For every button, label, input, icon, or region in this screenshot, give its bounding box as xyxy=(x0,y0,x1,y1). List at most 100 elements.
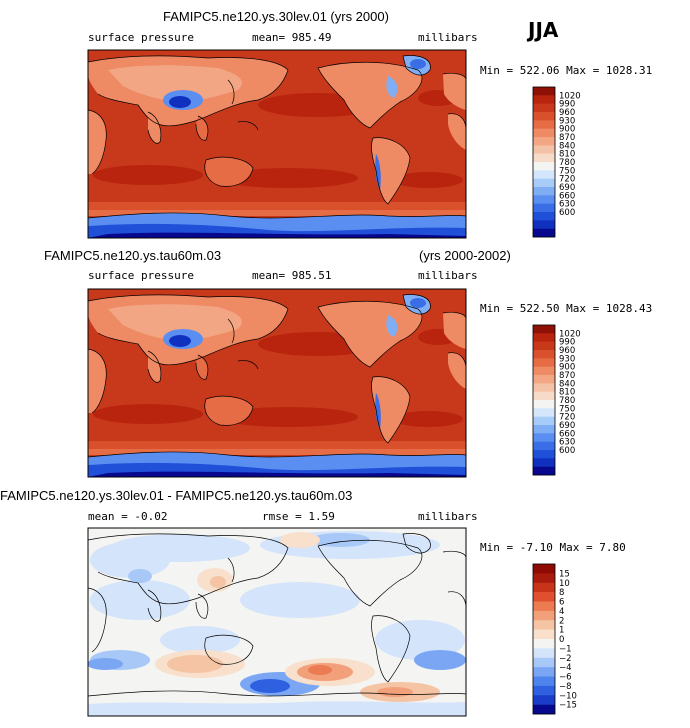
panel1-variable-label: surface pressure xyxy=(88,31,194,44)
panel1-mean-label: mean= 985.49 xyxy=(252,31,332,44)
panel1-colorbar-label: 990 xyxy=(559,100,575,110)
panel3-colorbar-label: 8 xyxy=(559,588,564,598)
panel1-colorbar-box xyxy=(533,145,555,154)
panel3-mean-label: mean = -0.02 xyxy=(88,510,168,523)
panel1-colorbar-label: 900 xyxy=(559,125,575,135)
panel3-colorbar-box xyxy=(533,582,555,593)
panel1-colorbar-label: 960 xyxy=(559,108,575,118)
panel3-colorbar-label: −6 xyxy=(559,673,572,683)
panel2-colorbar-box xyxy=(533,383,555,392)
panel3-colorbar-label: 10 xyxy=(559,579,570,589)
panel3-colorbar-label: 2 xyxy=(559,616,564,626)
panel2-colorbar-label: 990 xyxy=(559,338,575,348)
panel2-colorbar-label: 600 xyxy=(559,446,575,456)
panel1-colorbar-label: 810 xyxy=(559,150,575,160)
panel1-colorbar-label: 930 xyxy=(559,116,575,126)
panel3-stats: Min = -7.10 Max = 7.80 xyxy=(480,541,626,554)
panel2-colorbar-label: 750 xyxy=(559,404,575,414)
panel3-colorbar-box xyxy=(533,629,555,640)
panel2-colorbar-label: 660 xyxy=(559,429,575,439)
panel3-units-label: millibars xyxy=(418,510,478,523)
panel2-colorbar-label: 930 xyxy=(559,354,575,364)
panel1-colorbar-label: 840 xyxy=(559,141,575,151)
panel3-rmse-label: rmse = 1.59 xyxy=(262,510,335,523)
panel2-colorbar-box xyxy=(533,358,555,367)
panel1-colorbar-box xyxy=(533,212,555,221)
panel3-colorbar-label: −4 xyxy=(559,663,572,673)
panel2-colorbar-box xyxy=(533,366,555,376)
panel2-colorbar-label: 1020 xyxy=(559,329,581,339)
panel2-colorbar-box xyxy=(533,416,555,426)
panel2-colorbar-box xyxy=(533,350,555,359)
panel1-colorbar-box xyxy=(533,137,555,146)
panel2-colorbar-box xyxy=(533,375,555,384)
panel2-colorbar-box xyxy=(533,391,555,401)
panel2-colorbar-box xyxy=(533,425,555,434)
panel3-colorbar-box xyxy=(533,564,555,574)
panel2-map xyxy=(88,289,466,477)
season-label: JJA xyxy=(528,18,559,42)
panel2-colorbar-label: 630 xyxy=(559,438,575,448)
panel1-colorbar-label: 750 xyxy=(559,166,575,176)
panel2-stats: Min = 522.50 Max = 1028.43 xyxy=(480,302,653,315)
panel1-colorbar-label: 780 xyxy=(559,158,575,168)
panel2-colorbar-label: 870 xyxy=(559,371,575,381)
panel1-stats: Min = 522.06 Max = 1028.31 xyxy=(480,64,653,77)
panel1-colorbar-frame xyxy=(532,86,556,238)
panel2-colorbar-box xyxy=(533,450,555,459)
panel3-colorbar-label: −10 xyxy=(559,691,577,701)
panel3-colorbar-label: 1 xyxy=(559,626,564,636)
panel3-colorbar-box xyxy=(533,610,555,621)
panel1-colorbar-box xyxy=(533,95,555,104)
panel1-map xyxy=(88,50,466,238)
panel2-colorbar-box xyxy=(533,441,555,451)
panel3-map xyxy=(88,528,466,716)
panel2-colorbar-box xyxy=(533,408,555,417)
panel2-title: FAMIPC5.ne120.ys.tau60m.03 xyxy=(44,248,222,263)
panel3-title: FAMIPC5.ne120.ys.30lev.01 - FAMIPC5.ne12… xyxy=(0,488,353,503)
panel1-colorbar-label: 720 xyxy=(559,175,575,185)
panel2-colorbar-box xyxy=(533,325,555,334)
panel1-colorbar-box xyxy=(533,203,555,213)
panel2-colorbar-box xyxy=(533,433,555,442)
panel2-map-frame xyxy=(87,288,467,478)
panel1-colorbar-box xyxy=(533,103,555,113)
panel1-colorbar-label: 1020 xyxy=(559,91,581,101)
panel3-colorbar-box xyxy=(533,573,555,584)
panel2-colorbar-box xyxy=(533,341,555,351)
panel2-colorbar-label: 690 xyxy=(559,421,575,431)
panel1-colorbar-box xyxy=(533,153,555,163)
panel1-colorbar-label: 630 xyxy=(559,200,575,210)
panel3-colorbar-label: −15 xyxy=(559,701,577,711)
panel3-colorbar-box xyxy=(533,695,555,705)
panel1-colorbar-box xyxy=(533,228,555,238)
panel1-colorbar-box xyxy=(533,128,555,138)
panel1-colorbar-box xyxy=(533,187,555,196)
panel1-colorbar-label: 870 xyxy=(559,133,575,143)
panel3-colorbar-label: −1 xyxy=(559,644,572,654)
panel3-colorbar-label: −8 xyxy=(559,682,572,692)
panel1-colorbar-box xyxy=(533,120,555,129)
panel3-colorbar-box xyxy=(533,657,555,668)
panel3-colorbar-label: 6 xyxy=(559,598,564,608)
panel1-title: FAMIPC5.ne120.ys.30lev.01 (yrs 2000) xyxy=(163,9,389,24)
panel1-colorbar-box xyxy=(533,195,555,204)
panel3-colorbar-box xyxy=(533,592,555,602)
panel2-colorbar-box xyxy=(533,466,555,476)
panel3-colorbar-label: 15 xyxy=(559,569,570,579)
panel2-colorbar-box xyxy=(533,458,555,467)
panel3-colorbar-box xyxy=(533,676,555,687)
panel2-colorbar-frame xyxy=(532,324,556,476)
panel1-colorbar-box xyxy=(533,220,555,229)
panel1-colorbar-label: 600 xyxy=(559,208,575,218)
panel3-colorbar-frame xyxy=(532,563,556,715)
panel3-colorbar-label: −2 xyxy=(559,654,572,664)
panel2-colorbar-label: 720 xyxy=(559,413,575,423)
panel1-colorbar-box xyxy=(533,178,555,188)
panel1-colorbar-label: 660 xyxy=(559,191,575,201)
panel2-colorbar-label: 780 xyxy=(559,396,575,406)
panel3-colorbar-box xyxy=(533,667,555,677)
panel2-colorbar-box xyxy=(533,333,555,342)
panel3-colorbar-box xyxy=(533,601,555,612)
panel3-colorbar-box xyxy=(533,620,555,630)
